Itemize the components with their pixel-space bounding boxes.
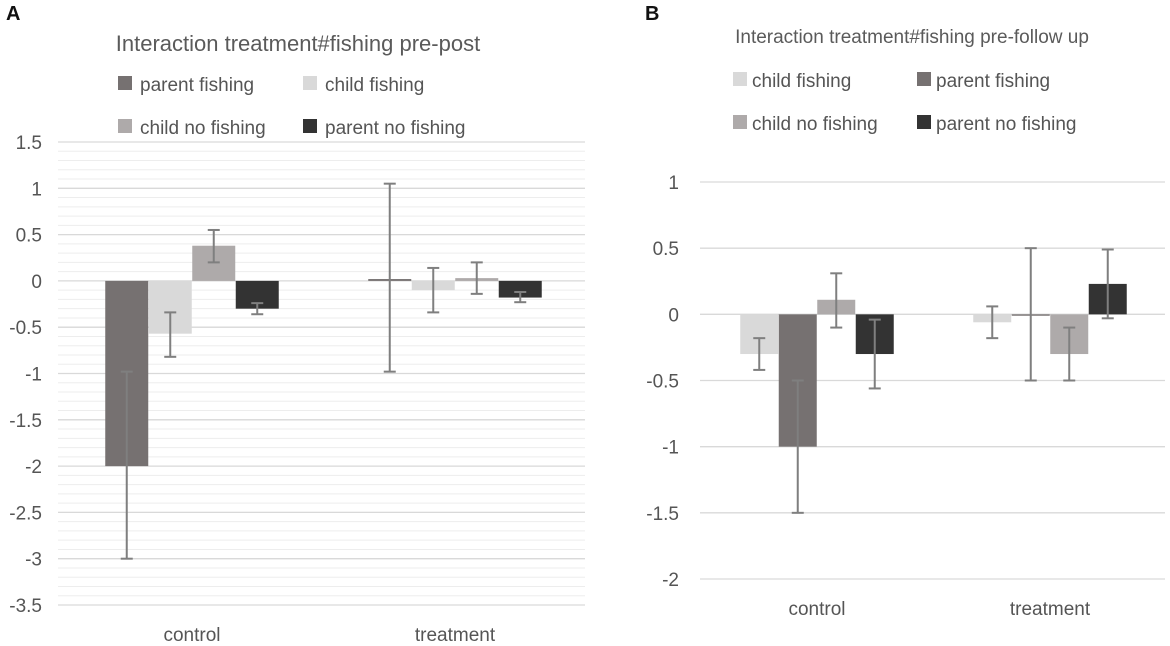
chart-b-x-category-label: treatment [1010, 599, 1091, 620]
chart-a-error-bar-child-no-fishing-treatment [470, 261, 483, 295]
chart-b-legend-swatch [917, 72, 931, 86]
chart-b-error-bar-child-fishing-control [753, 337, 766, 371]
chart-a-x-axis: control treatment [163, 625, 495, 646]
chart-b-legend-item-child-fishing: child fishing [733, 71, 851, 92]
chart-a-legend-swatch [118, 76, 132, 90]
chart-a-y-tick-label: -1.5 [9, 411, 42, 432]
chart-b-y-tick-label: -1 [662, 438, 679, 459]
chart-a-error-bar-child-fishing-treatment [427, 266, 440, 314]
chart-b-y-tick-label: 1 [668, 173, 679, 194]
chart-panel-a: A Interaction treatment#fishing pre-post… [6, 3, 585, 646]
chart-b-error-bars [753, 247, 1114, 514]
chart-b-legend-label: parent fishing [936, 71, 1050, 92]
chart-b-gridlines [700, 181, 1165, 580]
chart-a-legend-swatch [303, 76, 317, 90]
chart-b-y-tick-label: -1.5 [646, 504, 679, 525]
chart-b-legend: child fishing parent fishing child no fish… [733, 71, 1077, 135]
chart-a-y-tick-label: -2.5 [9, 503, 42, 524]
chart-a-gridlines [58, 141, 585, 606]
chart-a-legend-swatch [303, 119, 317, 133]
chart-a-legend-item-parent-fishing: parent fishing [118, 75, 254, 96]
chart-a-legend-label: child fishing [325, 75, 424, 96]
chart-a-error-bar-parent-no-fishing-control [251, 302, 264, 316]
chart-b-y-tick-label: 0 [668, 305, 679, 326]
chart-b-legend-item-parent-fishing: parent fishing [917, 71, 1050, 92]
chart-b-error-bar-child-no-fishing-treatment [1063, 326, 1076, 382]
chart-b-error-bar-parent-no-fishing-control [868, 318, 881, 390]
chart-a-y-axis: 1.5 1 0.5 0 -0.5 -1 -1.5 -2 -2.5 -3 -3.5 [9, 133, 42, 617]
chart-a-legend-label: child no fishing [140, 118, 266, 139]
chart-a-error-bar-parent-fishing-control [120, 370, 133, 560]
chart-a-legend-item-child-no-fishing: child no fishing [118, 118, 266, 139]
chart-a-error-bar-child-no-fishing-control [207, 228, 220, 264]
chart-b-legend-swatch [733, 72, 747, 86]
chart-a-y-tick-label: 0 [31, 272, 42, 293]
chart-a-legend: parent fishing child fishing child no fish… [118, 75, 466, 139]
chart-b-error-bar-parent-fishing-treatment [1024, 247, 1037, 382]
chart-b-error-bar-child-no-fishing-control [830, 272, 843, 329]
chart-b-legend-label: child fishing [752, 71, 851, 92]
chart-a-y-tick-label: -3 [25, 550, 42, 571]
chart-b-legend-item-parent-no-fishing: parent no fishing [917, 114, 1077, 135]
chart-b-x-category-label: control [788, 599, 845, 620]
chart-a-y-tick-label: 1.5 [16, 133, 42, 154]
chart-b-legend-swatch [917, 115, 931, 129]
panel-a-letter: A [6, 3, 20, 25]
chart-b-error-bar-parent-no-fishing-treatment [1101, 248, 1114, 320]
chart-b-y-tick-label: -2 [662, 570, 679, 591]
chart-a-error-bar-parent-fishing-treatment [383, 182, 396, 373]
chart-a-legend-item-child-fishing: child fishing [303, 75, 424, 96]
chart-a-bar-parent-no-fishing-treatment [498, 280, 542, 298]
chart-a-title: Interaction treatment#fishing pre-post [116, 31, 480, 56]
chart-panel-b: B Interaction treatment#fishing pre-foll… [645, 3, 1165, 620]
chart-a-error-bars [120, 182, 527, 560]
chart-a-y-tick-label: 1 [31, 179, 42, 200]
chart-a-legend-label: parent fishing [140, 75, 254, 96]
chart-b-title: Interaction treatment#fishing pre-follow… [735, 27, 1089, 48]
chart-a-y-tick-label: -2 [25, 457, 42, 478]
chart-b-y-tick-label: 0.5 [653, 239, 679, 260]
chart-a-x-category-label: treatment [415, 625, 496, 646]
chart-b-legend-swatch [733, 115, 747, 129]
chart-b-legend-label: parent no fishing [936, 114, 1077, 135]
chart-a-legend-label: parent no fishing [325, 118, 466, 139]
chart-b-y-axis: 1 0.5 0 -0.5 -1 -1.5 -2 [646, 173, 679, 591]
chart-a-y-tick-label: -0.5 [9, 318, 42, 339]
chart-a-legend-swatch [118, 119, 132, 133]
chart-b-y-tick-label: -0.5 [646, 372, 679, 393]
chart-a-y-tick-label: -3.5 [9, 596, 42, 617]
chart-a-legend-item-parent-no-fishing: parent no fishing [303, 118, 466, 139]
panel-b-letter: B [645, 3, 659, 25]
chart-a-error-bar-parent-no-fishing-treatment [514, 291, 527, 304]
chart-a-error-bar-child-fishing-control [164, 311, 177, 358]
chart-b-legend-item-child-no-fishing: child no fishing [733, 114, 878, 135]
chart-b-x-axis: control treatment [788, 599, 1090, 620]
chart-b-error-bar-child-fishing-treatment [986, 305, 999, 340]
chart-a-y-tick-label: -1 [25, 365, 42, 386]
chart-b-legend-label: child no fishing [752, 114, 878, 135]
chart-a-x-category-label: control [163, 625, 220, 646]
chart-a-y-tick-label: 0.5 [16, 226, 42, 247]
chart-b-error-bar-parent-fishing-control [791, 379, 804, 514]
